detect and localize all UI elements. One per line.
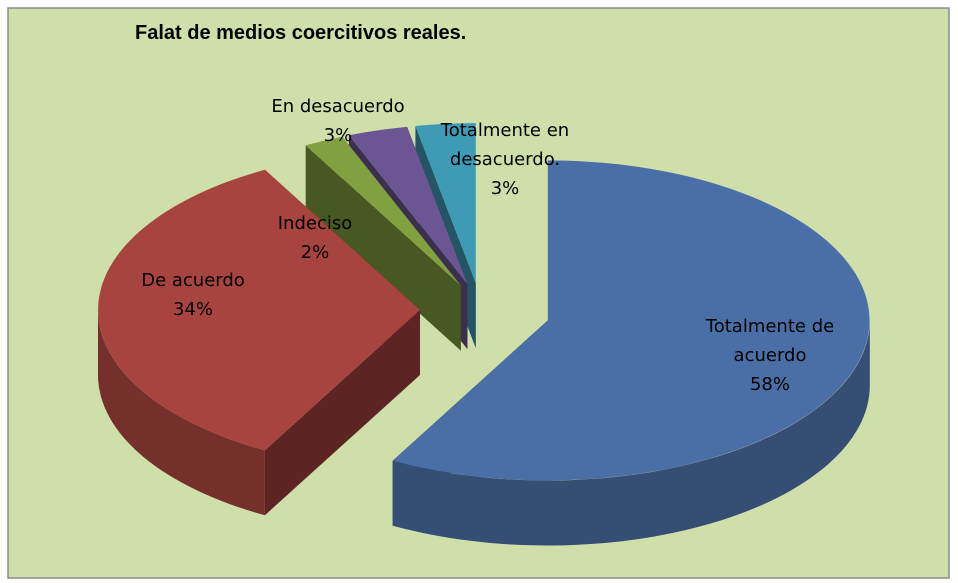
data-label: De acuerdo 34%	[108, 266, 278, 324]
category-label: Indeciso	[277, 213, 353, 234]
data-label: Indeciso 2%	[255, 209, 375, 267]
slice	[348, 126, 468, 285]
data-label: En desacuerdo 3%	[253, 92, 423, 150]
slice	[415, 123, 476, 284]
data-label: Totalmente en desacuerdo. 3%	[425, 116, 585, 203]
value-label: 3%	[490, 178, 520, 199]
category-label: Totalmente de acuerdo	[705, 316, 835, 366]
chart-title: Falat de medios coercitivos reales.	[135, 22, 467, 44]
slice	[305, 136, 461, 286]
category-label: En desacuerdo	[271, 96, 405, 117]
slice-wall	[98, 310, 265, 516]
category-label: Totalmente en desacuerdo.	[440, 120, 570, 170]
slice-wall	[392, 320, 870, 546]
slice	[98, 169, 421, 451]
value-label: 34%	[172, 299, 213, 320]
value-label: 58%	[749, 374, 790, 395]
slice-side	[264, 310, 420, 516]
slice	[392, 160, 870, 481]
data-label: Totalmente de acuerdo 58%	[675, 312, 865, 399]
category-label: De acuerdo	[141, 270, 245, 291]
value-label: 3%	[323, 125, 353, 146]
value-label: 2%	[300, 242, 330, 263]
